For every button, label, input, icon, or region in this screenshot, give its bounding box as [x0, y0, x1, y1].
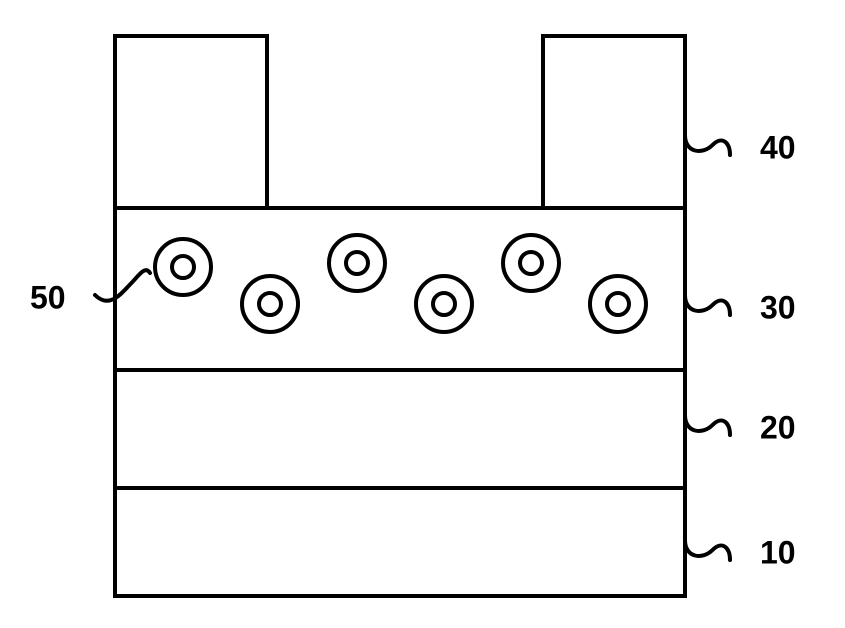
layer-20: [115, 370, 685, 488]
callout-label-20: 20: [760, 409, 796, 445]
particle-outer: [590, 276, 646, 332]
particle-outer: [155, 239, 211, 295]
particle-inner: [346, 252, 368, 274]
particle-outer: [242, 276, 298, 332]
layer-40-left-pillar: [115, 36, 267, 208]
particle-outer: [503, 235, 559, 291]
particle-inner: [433, 293, 455, 315]
particle-outer: [329, 235, 385, 291]
callout-label-30: 30: [760, 289, 796, 325]
callout-tick-50: [95, 270, 150, 301]
callout-label-40: 40: [760, 129, 796, 165]
callout-tick-40: [685, 135, 730, 155]
particle-inner: [172, 256, 194, 278]
particle-outer: [416, 276, 472, 332]
callout-label-50: 50: [30, 279, 66, 315]
particle-inner: [607, 293, 629, 315]
callout-tick-20: [685, 415, 730, 435]
layer-40-right-pillar: [543, 36, 685, 208]
particle-inner: [259, 293, 281, 315]
layered-diagram: 40 30 20 10 50: [0, 0, 845, 628]
callout-label-10: 10: [760, 534, 796, 570]
callout-tick-30: [685, 295, 730, 315]
particle-inner: [520, 252, 542, 274]
callout-tick-10: [685, 540, 730, 560]
particles-group: [155, 235, 646, 332]
layer-10: [115, 488, 685, 596]
